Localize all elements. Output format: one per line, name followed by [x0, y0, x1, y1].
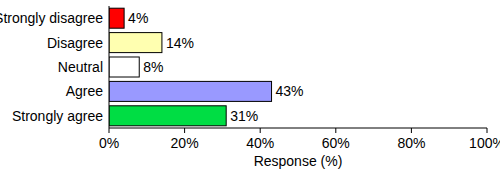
x-tick-label: 20% [171, 135, 199, 151]
x-tick [184, 128, 185, 133]
bars [109, 8, 272, 126]
x-axis-label: Response (%) [254, 153, 343, 169]
data-label: 14% [166, 35, 194, 51]
bar [109, 57, 139, 77]
chart-container: 4% Strongly disagree 14% Disagree 8% Neutral 4… [0, 0, 500, 176]
category-label: Neutral [58, 59, 103, 75]
x-tick [335, 128, 336, 133]
bar [109, 106, 226, 126]
data-label: 4% [128, 10, 148, 26]
x-tick [487, 128, 488, 133]
x-tick [260, 128, 261, 133]
data-label: 43% [276, 83, 304, 99]
x-tick [411, 128, 412, 133]
x-tick-label: 100% [469, 135, 500, 151]
data-label: 31% [230, 108, 258, 124]
x-tick-label: 40% [246, 135, 274, 151]
x-axis-line [109, 128, 487, 129]
category-label: Agree [66, 83, 104, 99]
x-tick-label: 60% [322, 135, 350, 151]
bar [109, 33, 162, 53]
category-label: Strongly agree [12, 108, 103, 124]
bar [109, 81, 272, 101]
x-tick-label: 80% [397, 135, 425, 151]
data-label: 8% [143, 59, 163, 75]
bar [109, 8, 124, 28]
chart: 4% Strongly disagree 14% Disagree 8% Neutral 4… [0, 0, 500, 176]
category-label: Strongly disagree [0, 10, 103, 26]
x-tick-label: 0% [99, 135, 119, 151]
category-label: Disagree [47, 35, 103, 51]
x-tick [109, 128, 110, 133]
y-axis-line [109, 6, 110, 128]
labels: 4% Strongly disagree 14% Disagree 8% Neutral 4… [0, 10, 304, 124]
